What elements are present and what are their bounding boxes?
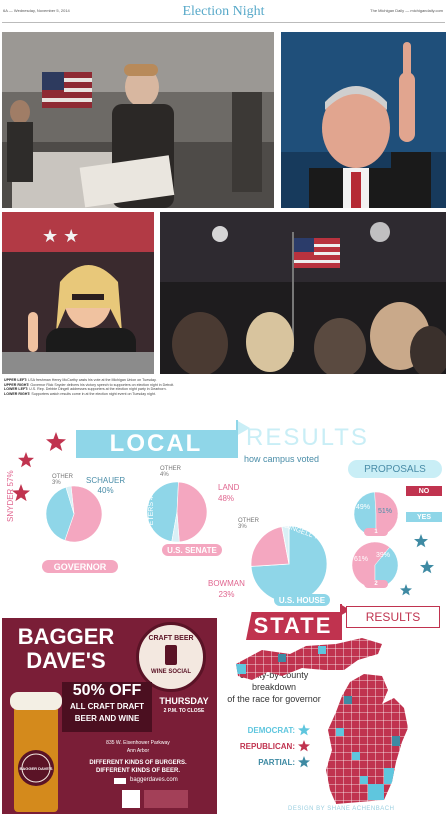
photo-governor xyxy=(281,32,446,208)
house-label: U.S. HOUSE xyxy=(274,594,330,606)
map-legend: DEMOCRAT: REPUBLICAN: PARTIAL: xyxy=(230,722,310,770)
star-icon xyxy=(298,756,310,768)
banner-flag-end xyxy=(340,604,350,640)
pie-slice-bowman xyxy=(251,526,290,567)
photo-crowd xyxy=(160,212,446,374)
pie-slice-peters xyxy=(147,482,179,542)
photo-captions: UPPER LEFT: LSA freshman Henry McCarthy … xyxy=(4,378,444,396)
local-banner: LOCAL xyxy=(76,430,236,458)
proposal-2-yes-pct: 61% xyxy=(354,556,369,563)
proposals-banner: PROPOSALS xyxy=(348,460,442,478)
ad-time: 2 P.M. TO CLOSE xyxy=(163,708,205,714)
ad-tagline1: DIFFERENT KINDS OF BURGERS. xyxy=(89,760,187,766)
pie-slice-other xyxy=(171,511,180,542)
house-other-label: OTHER 3% xyxy=(238,518,259,530)
ad-day: THURSDAY xyxy=(159,696,209,706)
ad-offer-sub1: ALL CRAFT DRAFT xyxy=(69,702,145,711)
pie-slice-other xyxy=(281,526,290,565)
ad-tagline2: DIFFERENT KINDS OF BEER. xyxy=(95,768,180,774)
page-title: Election Night xyxy=(182,4,265,19)
proposal-1-label: 1 xyxy=(364,528,388,536)
social-icons xyxy=(114,778,126,784)
star-icon xyxy=(12,484,30,502)
governor-label: GOVERNOR xyxy=(42,560,118,573)
pie-slice-land xyxy=(176,482,207,542)
local-subtitle: how campus voted xyxy=(244,454,320,464)
proposal-1-no-pct: 51% xyxy=(378,508,393,515)
star-icon xyxy=(414,534,428,548)
senate-peters-label: PETERS 48% xyxy=(148,486,155,530)
legend-democrat: DEMOCRAT: xyxy=(230,722,310,738)
pie-senate xyxy=(147,482,207,542)
proposals-no-tag: NO xyxy=(406,486,442,496)
governor-snyder-label: SNYDER 57% xyxy=(6,470,15,522)
ad-brand-top: BAGGER xyxy=(17,624,115,649)
star-icon xyxy=(18,452,34,468)
advertisement-bagger-daves: BAGGER DAVE'S CRAFT BEER WINE SOCIAL 50%… xyxy=(2,618,217,814)
pie-slice-snyder xyxy=(64,486,102,542)
star-icon xyxy=(400,584,412,596)
ad-address2: Ann Arbor xyxy=(126,748,150,754)
star-icon xyxy=(298,740,310,752)
legend-republican: REPUBLICAN: xyxy=(230,738,310,754)
design-credit: DESIGN BY SHANE ACHENBACH xyxy=(288,806,395,812)
governor-other-label: OTHER 3% xyxy=(52,474,73,486)
ad-badge: CRAFT BEER WINE SOCIAL xyxy=(136,622,206,692)
local-results-word: RESULTS xyxy=(246,424,369,451)
proposal-2-label: 2 xyxy=(364,580,388,588)
ad-address1: 835 W. Eisenhower Parkway xyxy=(106,740,170,746)
pie-slice-other xyxy=(65,486,75,515)
local-title: LOCAL xyxy=(109,430,203,457)
caption-line: LOWER RIGHT: Supporters watch results co… xyxy=(4,391,156,396)
publication-name: The Michigan Daily — michigandaily.com xyxy=(370,8,443,13)
senate-land-label: LAND 48% xyxy=(218,483,240,503)
ad-offer-sub2: BEER AND WINE xyxy=(74,714,140,723)
pie-governor xyxy=(46,486,102,542)
legend-republican-label: REPUBLICAN: xyxy=(239,741,295,751)
caption-line: LOWER LEFT: U.S. Rep. Debbie Dingell add… xyxy=(4,387,167,392)
house-bowman-label: BOWMAN 23% xyxy=(208,579,245,599)
state-results-banner: RESULTS xyxy=(346,606,440,628)
michigan-county-map xyxy=(236,638,408,804)
pie-house xyxy=(251,526,327,602)
ad-brand-bottom: DAVE'S xyxy=(26,648,106,673)
governor-schauer-label: SCHAUER 40% xyxy=(86,476,126,495)
ad-badge-bottom: WINE SOCIAL xyxy=(151,669,191,675)
photo-voter xyxy=(2,32,274,208)
caption-line: UPPER LEFT: LSA freshman Henry McCarthy … xyxy=(4,378,157,382)
legend-partial-label: PARTIAL: xyxy=(258,757,295,767)
ad-website-link[interactable]: baggerdaves.com xyxy=(130,777,178,783)
banner-flag-end xyxy=(236,420,250,458)
ad-glass-text: BAGGER DAVE'S xyxy=(19,766,53,771)
proposals-yes-tag: YES xyxy=(406,512,442,522)
photo-dingell: ★ ★ xyxy=(2,212,154,374)
proposal-1-yes-pct: 49% xyxy=(356,504,371,511)
legend-democrat-label: DEMOCRAT: xyxy=(247,725,295,735)
beer-glass-icon xyxy=(165,645,177,665)
page-folio: 6A — Wednesday, November 5, 2014 xyxy=(3,8,70,13)
ad-offer-box xyxy=(62,682,152,732)
senate-other-label: OTHER 4% xyxy=(160,466,181,478)
star-icon xyxy=(420,560,434,574)
ad-badge-top: CRAFT BEER xyxy=(148,635,194,642)
header-divider xyxy=(2,22,445,23)
svg-text:★ ★: ★ ★ xyxy=(42,226,79,246)
ad-fine-print xyxy=(144,790,188,808)
pie-slice-schauer xyxy=(46,486,75,541)
ad-qr-code xyxy=(122,790,140,808)
legend-partial: PARTIAL: xyxy=(230,754,310,770)
caption-line: UPPER RIGHT: Governor Rick Snyder delive… xyxy=(4,382,175,387)
proposal-2-no-pct: 39% xyxy=(376,552,391,559)
star-icon xyxy=(298,724,310,736)
state-banner: STATE xyxy=(246,612,340,640)
state-results-word: RESULTS xyxy=(365,610,421,624)
proposal-2-chart xyxy=(352,542,398,588)
senate-label: U.S. SENATE xyxy=(162,544,222,556)
state-title: STATE xyxy=(253,613,333,638)
star-icon xyxy=(46,432,66,451)
ad-offer: 50% OFF xyxy=(72,682,142,699)
state-description: county-by-county breakdown of the race f… xyxy=(227,670,321,704)
beer-glass-illustration xyxy=(10,692,62,812)
